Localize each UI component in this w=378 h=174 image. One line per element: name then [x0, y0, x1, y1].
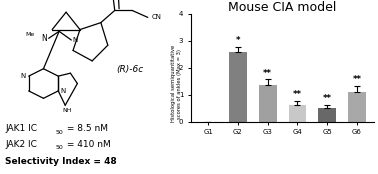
Text: **: ** — [323, 94, 332, 103]
Text: = 8.5 nM: = 8.5 nM — [64, 124, 108, 133]
Text: **: ** — [263, 69, 272, 78]
Text: **: ** — [352, 75, 361, 84]
Text: N: N — [41, 34, 47, 43]
Text: Histological semiquantitative
scores of ankles (Max = 3): Histological semiquantitative scores of … — [171, 45, 182, 122]
Text: JAK2 IC: JAK2 IC — [5, 140, 37, 149]
Text: *: * — [235, 36, 240, 45]
Text: 50: 50 — [56, 145, 64, 150]
Text: NH: NH — [62, 108, 72, 113]
Text: N: N — [21, 73, 26, 79]
Bar — [229, 52, 247, 122]
Text: **: ** — [293, 90, 302, 99]
Bar — [348, 92, 366, 122]
Text: Me: Me — [26, 32, 35, 37]
Text: JAK1 IC: JAK1 IC — [5, 124, 37, 133]
Text: (R)-6c: (R)-6c — [117, 65, 144, 74]
Bar — [259, 85, 277, 122]
Title: Mouse CIA model: Mouse CIA model — [228, 1, 337, 14]
Text: Selectivity Index = 48: Selectivity Index = 48 — [5, 157, 117, 166]
Text: N: N — [61, 88, 66, 94]
Text: N: N — [72, 37, 77, 43]
Text: = 410 nM: = 410 nM — [64, 140, 111, 149]
Bar — [318, 108, 336, 122]
Text: 50: 50 — [56, 130, 64, 135]
Text: CN: CN — [151, 14, 161, 20]
Bar — [288, 105, 306, 122]
